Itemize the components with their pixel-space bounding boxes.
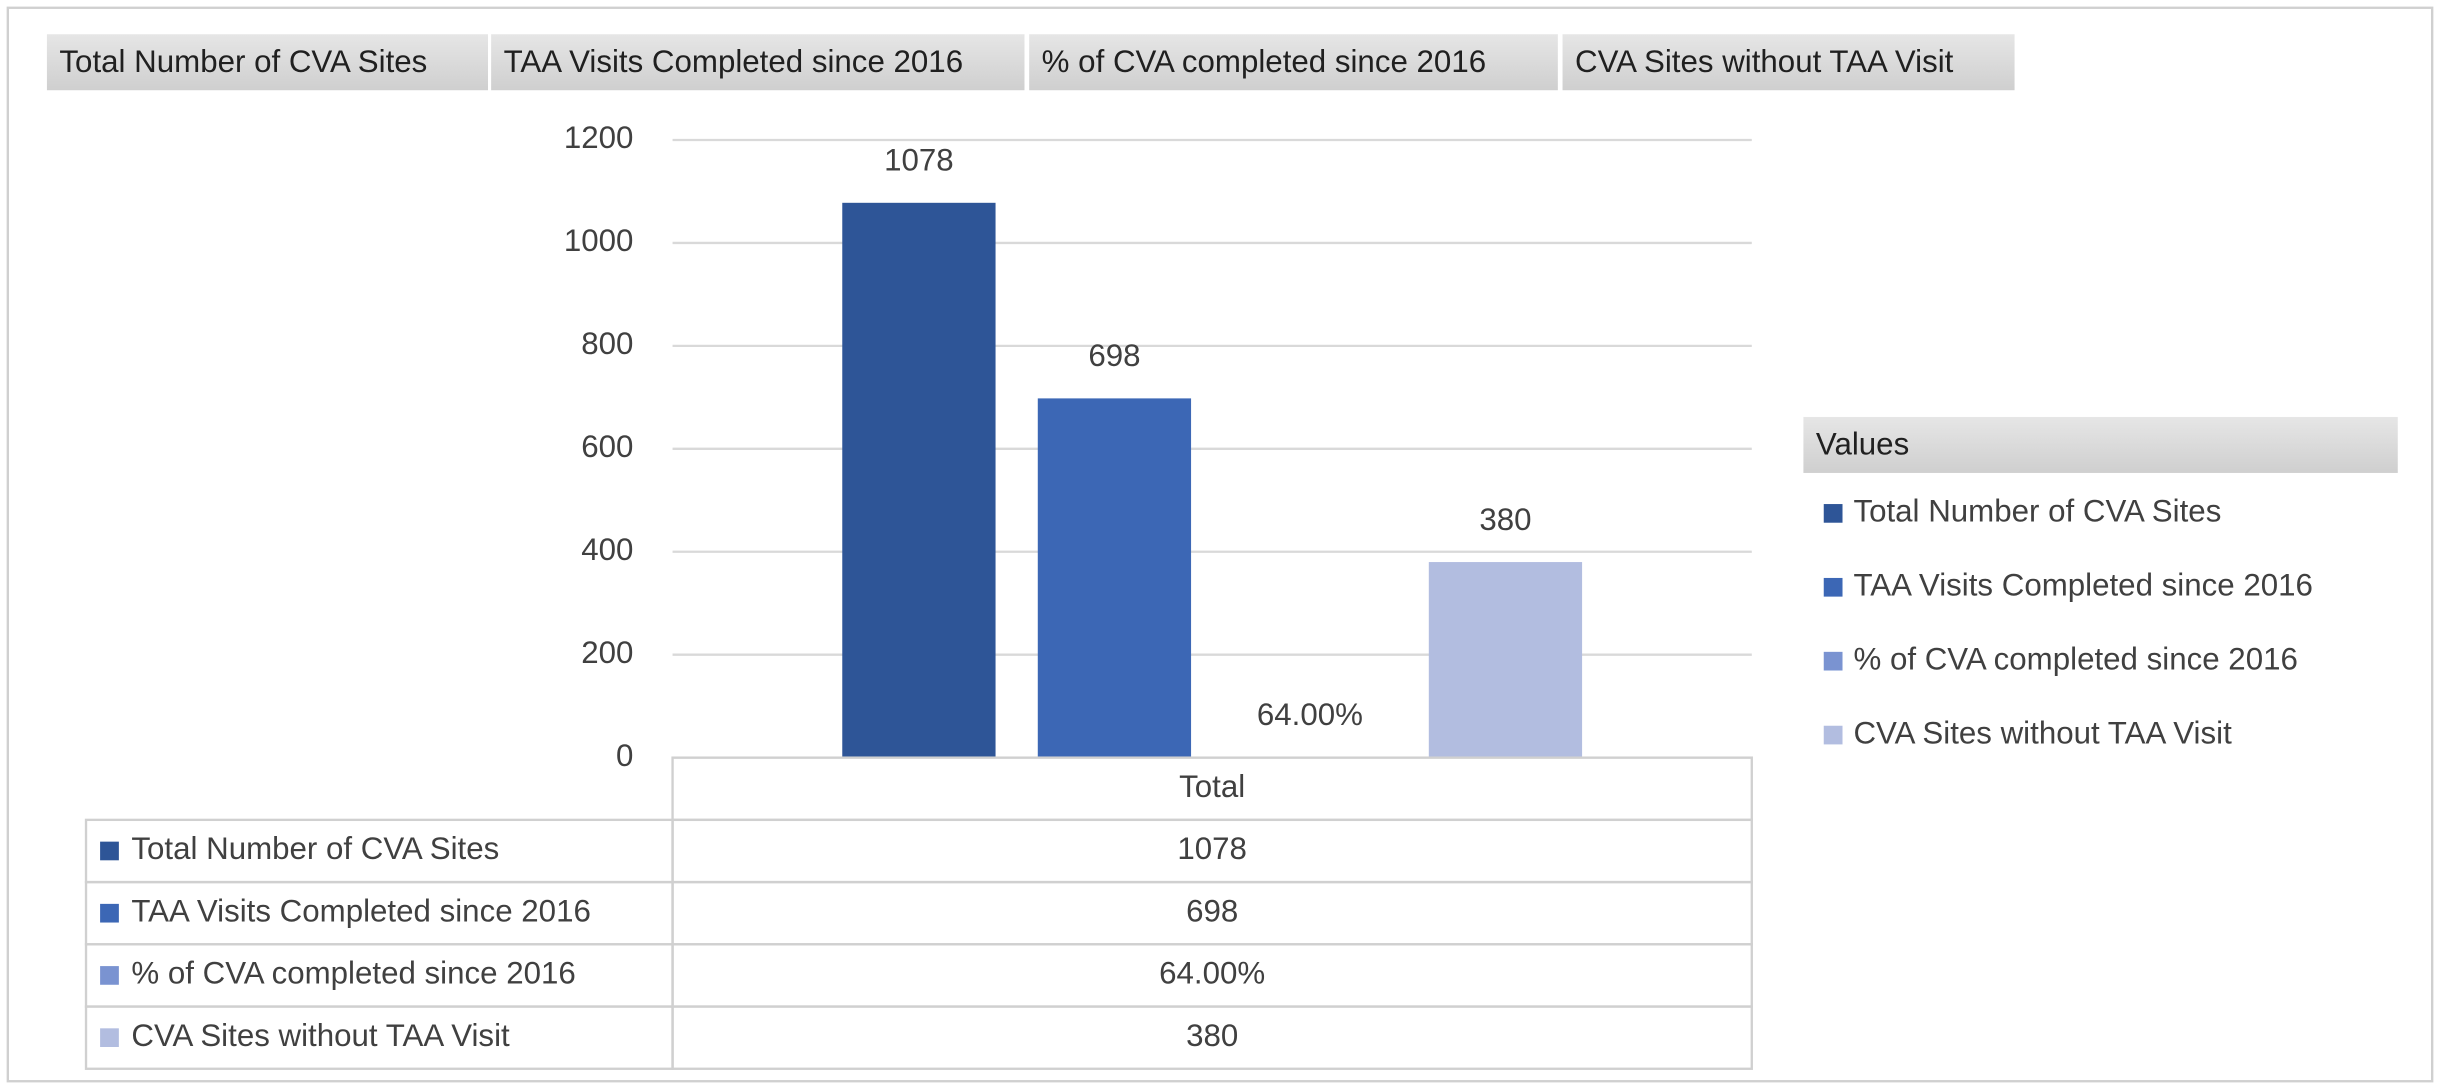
- table-row-header: TAA Visits Completed since 2016: [131, 893, 590, 928]
- table-key: [100, 903, 119, 923]
- table-row-header: Total Number of CVA Sites: [131, 831, 499, 866]
- field-button-label: TAA Visits Completed since 2016: [504, 44, 963, 79]
- table-value: 698: [1186, 893, 1238, 928]
- legend-swatch: [1823, 651, 1843, 671]
- bar: [1037, 398, 1192, 758]
- legend-label: TAA Visits Completed since 2016: [1853, 568, 2312, 603]
- y-tick-label: 1200: [564, 120, 634, 155]
- bar: [1428, 562, 1583, 758]
- legend-swatch: [1823, 725, 1843, 745]
- table-header: Total: [1179, 769, 1245, 804]
- field-button-label: % of CVA completed since 2016: [1042, 44, 1486, 79]
- bar: [842, 202, 996, 758]
- y-tick-label: 400: [581, 532, 633, 567]
- data-label: 64.00%: [1257, 697, 1363, 732]
- field-button[interactable]: [1029, 34, 1558, 91]
- field-button[interactable]: [46, 34, 489, 91]
- y-tick-label: 600: [581, 429, 633, 464]
- table-key: [100, 1028, 119, 1047]
- y-tick-label: 1000: [564, 223, 634, 258]
- table-row-header: CVA Sites without TAA Visit: [131, 1018, 510, 1053]
- y-tick-label: 0: [616, 738, 633, 773]
- y-tick-label: 800: [581, 326, 633, 361]
- legend-label: CVA Sites without TAA Visit: [1853, 715, 2232, 750]
- legend-swatch: [1823, 577, 1843, 597]
- data-label: 380: [1479, 502, 1531, 537]
- chart-frame: [6, 6, 2434, 1083]
- field-button[interactable]: [491, 34, 1025, 91]
- table-value: 380: [1186, 1018, 1238, 1053]
- table-value: 64.00%: [1159, 956, 1265, 991]
- field-button[interactable]: [1562, 34, 2015, 91]
- table-value: 1078: [1177, 831, 1247, 866]
- table-key: [100, 966, 119, 985]
- data-label: 1078: [884, 143, 954, 178]
- table-cell: [671, 1005, 1753, 1070]
- y-tick-label: 200: [581, 635, 633, 670]
- legend-title: Values: [1816, 427, 1909, 462]
- field-button-label: CVA Sites without TAA Visit: [1575, 44, 1954, 79]
- field-button-label: Total Number of CVA Sites: [59, 44, 427, 79]
- legend-swatch: [1823, 504, 1843, 523]
- table-key: [100, 841, 119, 861]
- legend-label: % of CVA completed since 2016: [1853, 641, 2297, 676]
- legend-label: Total Number of CVA Sites: [1853, 494, 2221, 529]
- data-label: 698: [1088, 338, 1140, 373]
- table-row-header: % of CVA completed since 2016: [131, 956, 575, 991]
- legend-title-box: [1803, 416, 2398, 473]
